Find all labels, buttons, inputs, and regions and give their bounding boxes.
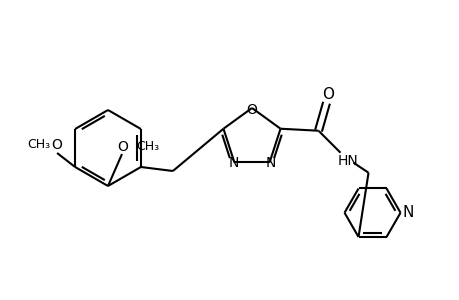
Text: N: N bbox=[265, 156, 275, 170]
Text: O: O bbox=[118, 140, 128, 154]
Text: HN: HN bbox=[337, 154, 358, 168]
Text: N: N bbox=[228, 156, 238, 170]
Text: O: O bbox=[246, 103, 257, 117]
Text: CH₃: CH₃ bbox=[27, 139, 50, 152]
Text: O: O bbox=[51, 138, 62, 152]
Text: CH₃: CH₃ bbox=[136, 140, 159, 154]
Text: O: O bbox=[322, 87, 334, 102]
Text: N: N bbox=[402, 205, 413, 220]
